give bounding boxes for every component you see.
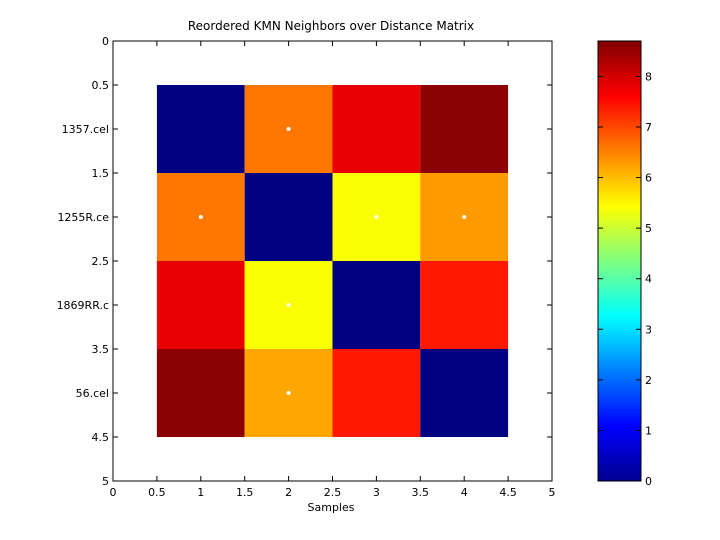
colorbar-tick-label: 4 — [645, 273, 652, 286]
y-tick-label: 1357.cel — [62, 123, 109, 136]
y-tick-label: 0 — [102, 35, 109, 48]
heatmap-cell — [332, 349, 421, 437]
y-tick-label: 4.5 — [92, 431, 110, 444]
x-tick-label: 5 — [549, 486, 556, 499]
y-tick-label: 3.5 — [92, 343, 110, 356]
y-tick-label: 1869RR.c — [57, 299, 109, 312]
colorbar-tick-label: 0 — [645, 475, 652, 488]
x-tick-label: 0 — [110, 486, 117, 499]
x-tick-label: 3.5 — [412, 486, 430, 499]
heatmap-cell — [244, 173, 333, 261]
neighbor-marker — [286, 391, 291, 395]
colorbar-tick-label: 7 — [645, 121, 652, 134]
heatmap-cell — [156, 261, 245, 349]
neighbor-marker — [374, 215, 379, 219]
colorbar-tick-label: 6 — [645, 172, 652, 185]
y-tick-label: 0.5 — [92, 79, 110, 92]
chart-title: Reordered KMN Neighbors over Distance Ma… — [188, 19, 474, 33]
heatmap-cell — [332, 85, 421, 173]
x-tick-label: 4 — [461, 486, 468, 499]
neighbor-marker — [462, 215, 467, 219]
colorbar-frame — [597, 40, 642, 482]
x-tick-label: 3 — [373, 486, 380, 499]
colorbar-gradient — [598, 41, 641, 481]
heatmap-cell — [420, 349, 509, 437]
x-tick-label: 4.5 — [499, 486, 517, 499]
neighbor-marker — [286, 127, 291, 131]
heatmap-cell — [156, 85, 245, 173]
x-tick-label: 2.5 — [324, 486, 342, 499]
colorbar-tick-label: 2 — [645, 374, 652, 387]
y-tick-label: 1255R.ce — [57, 211, 109, 224]
x-tick-label: 2 — [285, 486, 292, 499]
y-tick-label: 2.5 — [92, 255, 110, 268]
x-axis-label: Samples — [308, 501, 355, 514]
x-tick-label: 1 — [197, 486, 204, 499]
x-tick-label: 0.5 — [148, 486, 166, 499]
heatmap-cell — [420, 85, 509, 173]
heatmap-cell — [156, 349, 245, 437]
y-tick-label: 56.cel — [76, 387, 109, 400]
neighbor-marker — [286, 303, 291, 307]
colorbar-tick-label: 1 — [645, 424, 652, 437]
colorbar: 0 1 2 3 4 5 6 7 8 — [597, 40, 652, 488]
x-tick-label: 1.5 — [236, 486, 254, 499]
heatmap-plot-area: 0 0.5 1 1.5 2 2.5 3 3.5 4 4.5 500.51357.cel1.51255… — [57, 35, 556, 499]
heatmap-cell — [332, 261, 421, 349]
colorbar-tick-label: 3 — [645, 323, 652, 336]
heatmap-cell — [420, 261, 509, 349]
y-tick-label: 5 — [102, 475, 109, 488]
colorbar-tick-label: 8 — [645, 70, 652, 83]
neighbor-marker — [198, 215, 203, 219]
y-tick-label: 1.5 — [92, 167, 110, 180]
colorbar-tick-label: 5 — [645, 222, 652, 235]
